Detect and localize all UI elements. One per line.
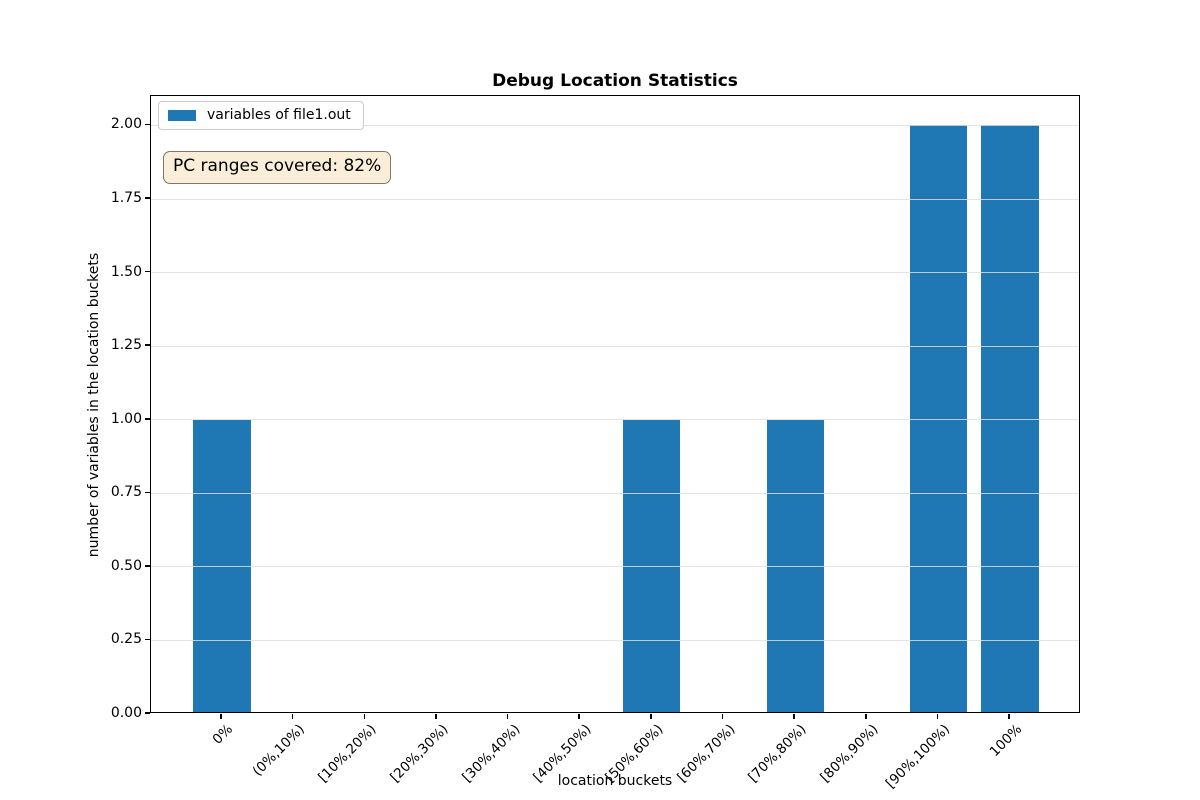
y-tick-label: 1.00 [110,410,142,427]
bar-[70%,80%) [766,419,824,712]
plot-area [150,95,1080,713]
y-gridline [151,198,1079,200]
bar-[90%,100%) [909,125,968,712]
y-tick-mark [145,565,150,567]
y-tick-mark [145,197,150,199]
x-tick-mark [578,714,580,719]
x-tick-mark [363,714,365,719]
y-tick-label: 0.50 [110,557,142,574]
legend: variables of file1.out [158,101,364,130]
y-gridline [151,419,1079,421]
x-tick-mark [1008,714,1010,719]
legend-label: variables of file1.out [207,107,351,123]
x-tick-mark [435,714,437,719]
y-gridline [151,566,1079,568]
y-gridline [151,639,1079,641]
x-tick-label: 0% [210,721,237,748]
y-tick-mark [145,270,150,273]
y-tick-label: 0.00 [110,705,142,721]
x-tick-mark [220,714,222,719]
y-tick-label: 1.75 [110,190,142,206]
x-tick-mark [936,714,939,719]
y-gridline [151,124,1079,126]
y-gridline [151,345,1079,347]
x-axis-label: location buckets [557,773,673,789]
y-gridline [151,272,1079,274]
y-tick-mark [145,638,150,641]
y-tick-label: 0.75 [110,484,142,501]
y-tick-label: 1.25 [110,337,142,354]
y-tick-label: 2.00 [110,116,142,133]
annotation-text: PC ranges covered: 82% [173,156,382,176]
y-tick-mark [145,418,150,420]
bar-0% [193,419,251,712]
bar-100% [981,125,1039,712]
x-tick-label: 100% [986,721,1025,760]
y-tick-label: 0.25 [110,631,142,648]
y-gridline [151,492,1079,494]
bar-[50%,60%) [623,419,681,712]
y-tick-mark [145,123,150,126]
annotation-pc-ranges: PC ranges covered: 82% [163,151,392,184]
x-tick-mark [721,714,724,719]
legend-swatch [168,110,196,121]
x-tick-mark [793,714,795,719]
x-tick-mark [506,714,509,719]
x-tick-label: (0%,10%) [250,721,309,780]
x-tick-mark [291,714,294,719]
chart-title: Debug Location Statistics [492,71,738,91]
x-tick-mark [865,714,867,719]
y-tick-mark [145,712,150,714]
y-tick-mark [145,344,150,346]
y-tick-mark [145,491,150,493]
y-axis-label: number of variables in the location buck… [86,252,102,558]
x-tick-mark [650,714,652,719]
y-tick-label: 1.50 [110,263,142,280]
